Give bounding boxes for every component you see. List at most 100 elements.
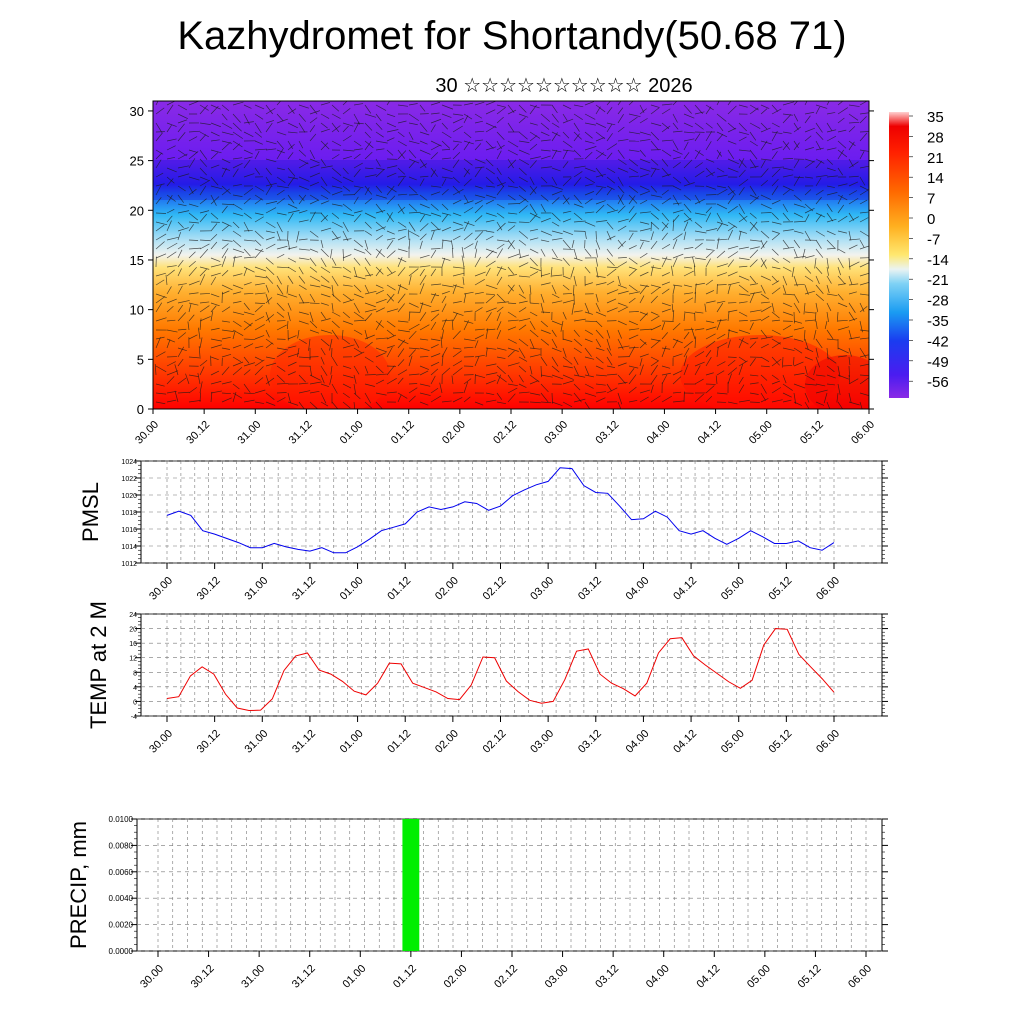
wind-barb [540, 282, 551, 286]
wind-barb [650, 374, 658, 385]
wind-barb [782, 275, 788, 286]
wind-barb [628, 101, 634, 106]
wind-barb [265, 377, 275, 385]
wind-barb [386, 185, 395, 196]
wind-barb [177, 283, 187, 286]
wind-barb [551, 104, 558, 114]
wind-barb [397, 206, 406, 214]
wind-barb [177, 104, 188, 111]
wind-barb [848, 401, 860, 406]
wind-barb [738, 230, 742, 241]
wind-barb [441, 284, 454, 288]
wind-barb [177, 227, 189, 232]
wind-barb [760, 305, 772, 313]
wind-barb [837, 129, 847, 133]
wind-barb [826, 329, 834, 340]
wind-barb [595, 347, 605, 351]
wind-barb [474, 279, 485, 286]
wind-barb [254, 359, 265, 367]
wind-barb [661, 372, 671, 376]
wind-barb [683, 141, 689, 151]
wind-barb [353, 210, 363, 214]
wind-barb [375, 337, 388, 340]
wind-barb [606, 268, 617, 277]
wind-barb [408, 373, 420, 376]
colorbar-label: -49 [927, 354, 949, 371]
wind-barb [232, 101, 244, 106]
wind-barb [451, 375, 454, 385]
wind-barb [419, 283, 425, 295]
wind-barb [793, 338, 804, 342]
wind-barb [155, 132, 163, 142]
wind-barb [375, 210, 386, 214]
wind-barb [529, 266, 542, 272]
wind-barb [221, 185, 231, 194]
wind-barb [573, 356, 579, 365]
wind-barb [276, 176, 286, 183]
wind-barb [837, 293, 844, 301]
wind-barb [837, 183, 848, 187]
wind-barb [452, 199, 462, 205]
wind-barb [408, 275, 412, 286]
wind-barb [496, 150, 502, 160]
wind-barb [661, 281, 671, 286]
wind-barb [529, 213, 538, 223]
wind-barb [551, 237, 563, 241]
wind-barb [397, 339, 406, 349]
wind-barb [331, 311, 341, 317]
wind-barb [174, 390, 179, 403]
x-tick-label: 03.00 [528, 575, 556, 603]
wind-barb [562, 140, 573, 148]
wind-barb [463, 320, 474, 324]
wind-barb [782, 212, 790, 222]
wind-barb [628, 116, 638, 124]
wind-barb [650, 167, 660, 171]
wind-barb [441, 367, 451, 376]
wind-barb [639, 295, 645, 304]
wind-barb [221, 397, 232, 403]
wind-barb [441, 290, 450, 295]
wind-barb [485, 267, 491, 277]
wind-barb [155, 107, 165, 115]
wind-barb [661, 173, 672, 178]
wind-barb [265, 201, 278, 205]
wind-barb [309, 257, 317, 267]
wind-barb [276, 167, 286, 171]
wind-barb [199, 134, 207, 142]
wind-barb [815, 347, 819, 358]
wind-barb [859, 392, 869, 396]
wind-barb [331, 104, 340, 112]
wind-barb [331, 140, 342, 147]
wind-barb [562, 218, 572, 223]
wind-barb [419, 223, 429, 232]
wind-barb [474, 113, 483, 119]
wind-barb [804, 176, 813, 179]
wind-barb [375, 289, 384, 295]
wind-barb [496, 293, 506, 303]
wind-barb [507, 302, 517, 305]
wind-barb [793, 372, 805, 376]
wind-barb [287, 210, 300, 214]
wind-barb [518, 239, 527, 246]
wind-barb [782, 392, 792, 398]
wind-barb [441, 226, 452, 232]
wind-barb [529, 284, 532, 295]
wind-barb [826, 247, 836, 250]
wind-barb [331, 356, 338, 367]
wind-barb [693, 265, 696, 277]
wind-barb [859, 116, 867, 124]
wind-barb [265, 148, 277, 151]
wind-barb [364, 313, 373, 322]
wind-barb [353, 122, 364, 125]
wind-barb [551, 347, 562, 352]
wind-barb [672, 322, 681, 331]
wind-barb [628, 205, 635, 214]
wind-barb [584, 101, 595, 106]
wind-barb [650, 338, 661, 342]
wind-barb [254, 212, 264, 216]
wind-barb [813, 365, 817, 376]
wind-barb [639, 284, 650, 287]
wind-barb [826, 218, 837, 223]
wind-barb [815, 338, 823, 349]
